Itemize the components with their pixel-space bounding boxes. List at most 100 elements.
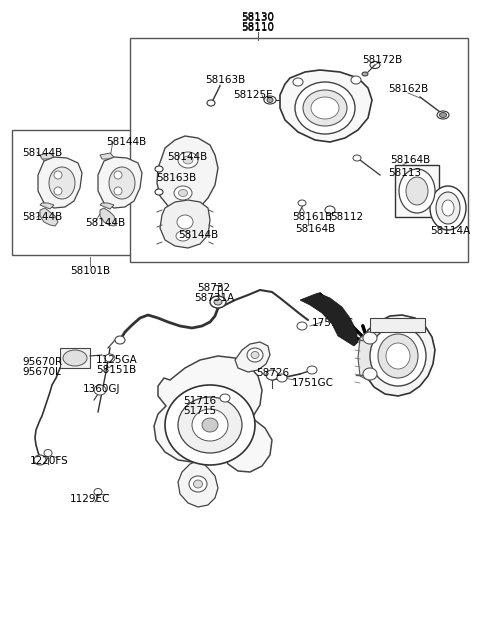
Ellipse shape [266,370,278,380]
Polygon shape [38,157,82,208]
Ellipse shape [183,156,193,164]
Ellipse shape [399,169,435,213]
Bar [370,318,425,332]
Bar [395,165,439,217]
Text: 58144B: 58144B [85,218,125,228]
Text: 58101B: 58101B [70,266,110,276]
Ellipse shape [44,450,52,457]
Ellipse shape [264,96,276,104]
Ellipse shape [174,186,192,200]
Ellipse shape [178,397,242,453]
Ellipse shape [297,322,307,330]
Text: 58110: 58110 [241,23,275,33]
Ellipse shape [207,100,215,106]
Text: 58172B: 58172B [362,55,402,65]
Ellipse shape [54,171,62,179]
Text: 58726: 58726 [256,368,289,378]
Ellipse shape [214,299,222,305]
Ellipse shape [115,336,125,344]
Polygon shape [160,200,210,248]
Ellipse shape [353,155,361,161]
Polygon shape [40,208,58,226]
Polygon shape [100,208,116,226]
Text: 58130: 58130 [241,12,275,22]
Text: 58164B: 58164B [295,224,335,234]
Ellipse shape [220,394,230,402]
Ellipse shape [363,368,377,380]
Ellipse shape [114,171,122,179]
Polygon shape [40,153,54,159]
Ellipse shape [155,189,163,195]
Text: 58130: 58130 [241,13,275,23]
Ellipse shape [34,455,46,465]
Polygon shape [154,356,272,472]
Ellipse shape [437,111,449,119]
Ellipse shape [406,177,428,205]
Bar [60,348,90,368]
Ellipse shape [105,354,115,362]
Polygon shape [100,203,114,209]
Text: 58144B: 58144B [22,148,62,158]
Ellipse shape [155,166,163,172]
Ellipse shape [189,476,207,492]
Text: 1129EC: 1129EC [70,494,110,504]
Ellipse shape [298,200,306,206]
Ellipse shape [178,152,198,168]
Ellipse shape [63,350,87,366]
Text: 58144B: 58144B [167,152,207,162]
Text: 58164B: 58164B [390,155,430,165]
Ellipse shape [176,231,190,241]
Ellipse shape [370,326,426,386]
Text: 58110: 58110 [241,22,275,32]
Ellipse shape [210,296,226,308]
Ellipse shape [293,78,303,86]
Text: 58144B: 58144B [22,212,62,222]
Polygon shape [362,315,435,396]
Ellipse shape [192,409,228,441]
Ellipse shape [351,76,361,84]
Ellipse shape [165,385,255,465]
Text: 95670R: 95670R [22,357,62,367]
Polygon shape [358,332,375,380]
Text: 58162B: 58162B [388,84,428,94]
Polygon shape [157,136,218,212]
Polygon shape [235,342,270,372]
Text: 58114A: 58114A [430,226,470,236]
Polygon shape [300,293,358,346]
Text: 58144B: 58144B [178,230,218,240]
Text: 51716: 51716 [183,396,216,406]
Text: 58161B: 58161B [292,212,332,222]
Ellipse shape [109,167,135,199]
Ellipse shape [94,385,106,395]
Polygon shape [178,460,218,507]
Text: 58144B: 58144B [106,137,146,147]
Polygon shape [98,157,142,208]
Text: 51715: 51715 [183,406,216,416]
Ellipse shape [179,189,188,196]
Text: 58113: 58113 [388,168,421,178]
Ellipse shape [325,206,335,214]
Text: 58163B: 58163B [205,75,245,85]
Ellipse shape [247,348,263,362]
Text: 95670L: 95670L [22,367,61,377]
Ellipse shape [430,186,466,230]
Ellipse shape [307,366,317,374]
Ellipse shape [442,200,454,216]
Ellipse shape [277,374,287,382]
Ellipse shape [251,351,259,358]
Text: 1220FS: 1220FS [30,456,69,466]
Text: 58731A: 58731A [194,293,234,303]
Ellipse shape [362,72,368,76]
Ellipse shape [295,82,355,134]
Ellipse shape [202,418,218,432]
Ellipse shape [363,332,377,344]
Text: 58163B: 58163B [156,173,196,183]
Polygon shape [40,203,54,209]
Text: 1751GC: 1751GC [292,378,334,388]
Bar [130,38,468,262]
Ellipse shape [440,113,446,118]
Text: 1360GJ: 1360GJ [83,384,120,394]
Ellipse shape [114,187,122,195]
Polygon shape [280,70,372,142]
Text: 58125E: 58125E [233,90,273,100]
